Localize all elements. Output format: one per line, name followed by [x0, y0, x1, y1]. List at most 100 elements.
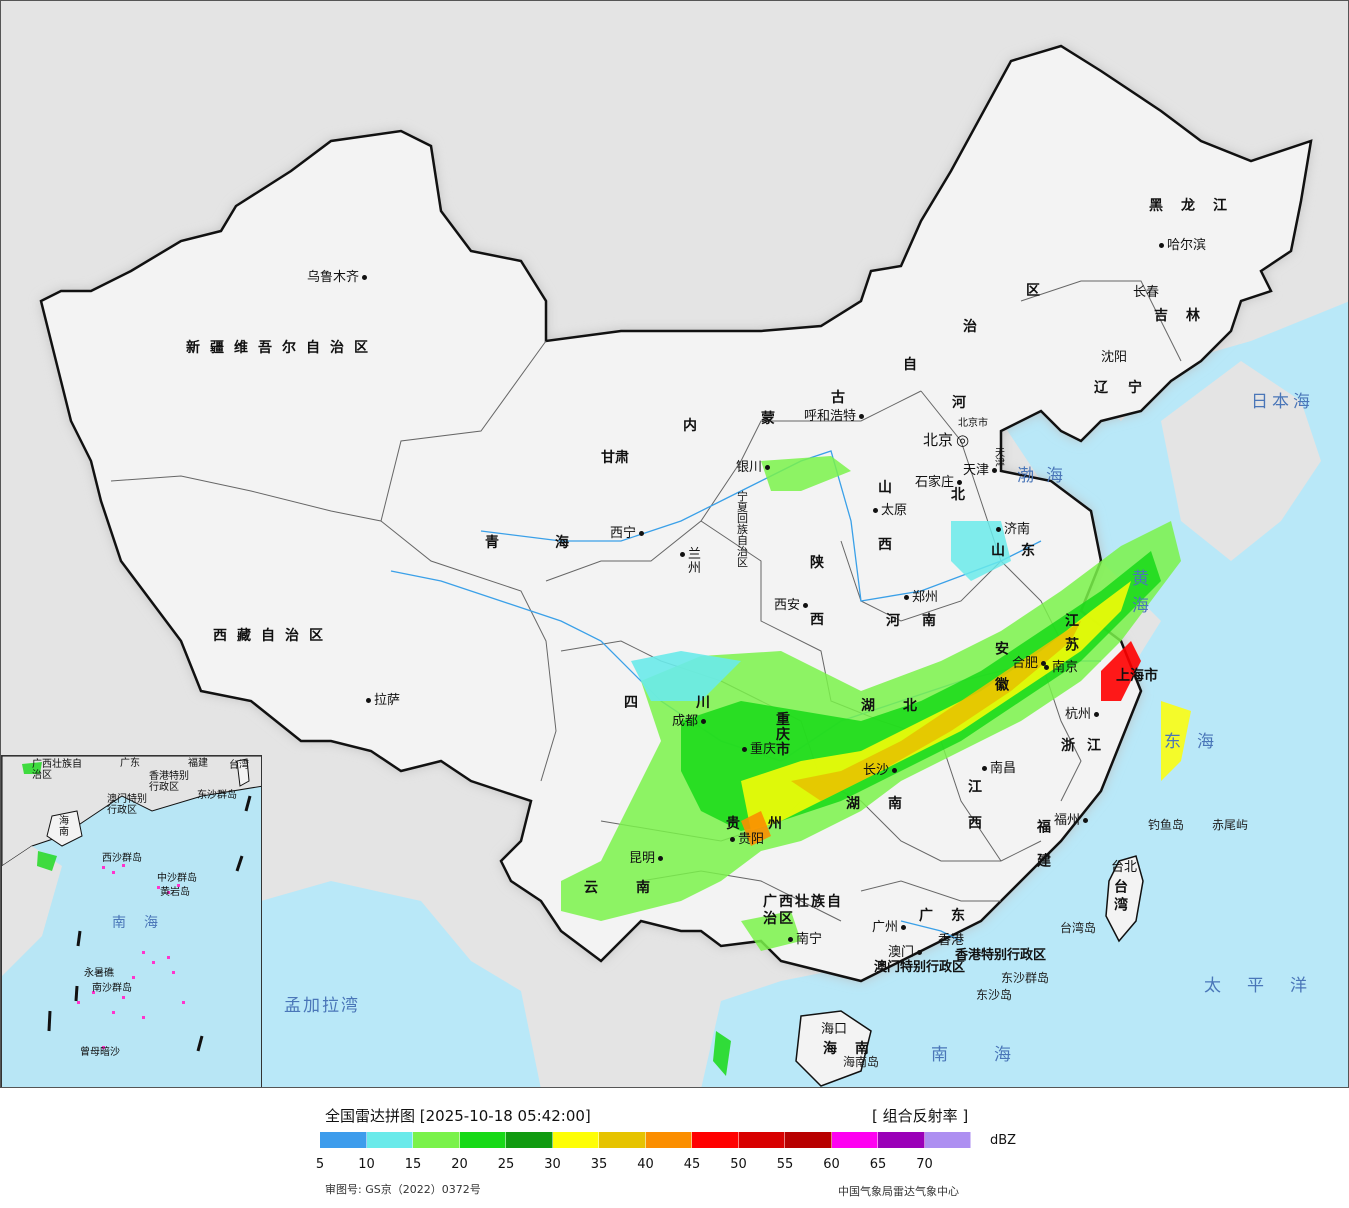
province-guangxi: 广西壮族自治区 [763, 894, 843, 927]
province-gansu: 甘肃 [601, 450, 629, 466]
province-hainan: 海南 [823, 1041, 887, 1057]
colorbar-tick-label: 55 [776, 1157, 794, 1172]
legend-unit: dBZ [990, 1133, 1017, 1148]
city-urumqi: 乌鲁木齐 [307, 271, 370, 284]
colorbar-cell [320, 1132, 367, 1148]
colorbar-cell [413, 1132, 460, 1148]
province-shaanxi-char-2: 西 [810, 612, 824, 628]
colorbar-cell [785, 1132, 832, 1148]
city-jinan: 济南 [993, 523, 1030, 536]
province-guizhou: 贵州 [726, 816, 810, 832]
inset-guangdong: 广东 [120, 758, 140, 769]
inset-fujian: 福建 [188, 758, 208, 769]
province-liaoning: 辽宁 [1094, 380, 1162, 396]
inset-zhongsha: 中沙群岛 [157, 873, 197, 884]
inset-nansha: 南沙群岛 [92, 983, 132, 994]
colorbar-tick-label: 50 [730, 1157, 747, 1172]
inset-hk: 香港特别行政区 [149, 771, 189, 793]
sea-south: 南海 [931, 1045, 1057, 1065]
sea-japan: 日本海 [1251, 392, 1314, 412]
city-hefei: 合肥 [1012, 657, 1049, 670]
province-neimenggu-char-1: 内 [683, 418, 697, 434]
colorbar-cell [692, 1132, 739, 1148]
province-neimenggu-char-2: 蒙 [761, 411, 775, 427]
inset-yongshu: 永暑礁 [84, 968, 114, 979]
radar-echoes [561, 456, 1191, 1076]
colorbar-tick-label: 45 [683, 1157, 701, 1172]
legend-product: [ 组合反射率 ] [872, 1107, 969, 1125]
province-sichuan: 四川 [624, 695, 768, 711]
city-chengdu: 成都 [672, 715, 709, 728]
colorbar-tick-label: 65 [869, 1157, 887, 1172]
legend-panel: 全国雷达拼图 [2025-10-18 05:42:00] [ 组合反射率 ] 5… [0, 1088, 1349, 1208]
colorbar [320, 1132, 971, 1148]
colorbar-tick-label: 70 [916, 1157, 933, 1172]
province-zhejiang: 浙江 [1061, 738, 1113, 754]
province-hubei: 湖北 [861, 698, 945, 714]
sea-bengal: 孟加拉湾 [284, 996, 360, 1016]
colorbar-cell [366, 1132, 413, 1148]
province-guangdong: 广东 [919, 908, 983, 924]
inset-zengmu: 曾母暗沙 [80, 1047, 120, 1058]
bay-of-bengal [261, 881, 541, 1087]
city-nanning: 南宁 [785, 933, 822, 946]
province-hk: 香港特别行政区 [955, 948, 1047, 963]
sea-east: 东海 [1164, 732, 1230, 752]
inset-macau: 澳门特别行政区 [107, 794, 147, 816]
colorbar-tick-label: 20 [451, 1157, 468, 1172]
city-guangzhou: 广州 [872, 921, 909, 934]
city-zhengzhou: 郑州 [901, 591, 938, 604]
sea-pacific: 太平洋 [1204, 976, 1333, 996]
colorbar-cell [831, 1132, 878, 1148]
city-macau: 澳门 [888, 946, 925, 959]
city-harbin: 哈尔滨 [1156, 239, 1206, 252]
colorbar-cell [599, 1132, 646, 1148]
city-beijing: 北京 ◎ [923, 431, 970, 449]
colorbar-tick-label: 30 [544, 1157, 561, 1172]
province-xinjiang: 新疆维吾尔自治区 [186, 340, 378, 356]
province-hebei-char-1: 河 [952, 395, 966, 411]
island-hainan: 海南岛 [843, 1055, 880, 1069]
province-shanghai: 上海市 [1116, 668, 1158, 684]
korea-japan-land [1161, 361, 1321, 561]
city-haikou: 海口 [821, 1022, 848, 1037]
province-anhui: 安徽 [993, 641, 1009, 713]
province-neimenggu-char-6: 区 [1026, 283, 1040, 299]
city-fuzhou: 福州 [1054, 814, 1091, 827]
island-dongsha: 东沙岛 [976, 988, 1013, 1002]
province-neimenggu-char-4: 自 [903, 357, 917, 373]
colorbar-tick-label: 40 [637, 1157, 654, 1172]
inset-hainan: 海南 [59, 816, 69, 838]
province-hunan: 湖南 [846, 796, 930, 812]
colorbar-tick-label: 15 [404, 1157, 422, 1172]
city-guiyang: 贵阳 [727, 833, 764, 846]
city-nanjing: 南京 [1041, 661, 1078, 674]
province-henan: 河南 [886, 613, 958, 629]
city-changsha: 长沙 [863, 764, 900, 777]
colorbar-cell [738, 1132, 785, 1148]
province-jiangsu: 江苏 [1063, 613, 1079, 661]
legend-title: 全国雷达拼图 [2025-10-18 05:42:00] [325, 1107, 591, 1125]
city-xining: 西宁 [610, 527, 647, 540]
island-diaoyu: 钓鱼岛 [1148, 818, 1185, 832]
radar-map: 新疆维吾尔自治区 西藏自治区 青海 甘肃 内 蒙 古 自 治 区 黑龙江 吉林 … [0, 0, 1349, 1088]
inset-xisha: 西沙群岛 [102, 853, 142, 864]
city-chongqing: 重庆 [739, 743, 776, 756]
inset-taiwan: 台湾 [229, 760, 249, 771]
city-taipei: 台北 [1111, 860, 1138, 875]
island-dongsha-islands: 东沙群岛 [1001, 971, 1050, 985]
province-jiangxi: 江西 [966, 779, 982, 851]
colorbar-cell [924, 1132, 971, 1148]
colorbar-cell [459, 1132, 506, 1148]
city-hangzhou: 杭州 [1065, 708, 1102, 721]
city-lanzhou: 兰州 [677, 548, 704, 576]
colorbar-tick-label: 25 [497, 1157, 515, 1172]
south-china-sea-inset: 广西壮族自治区 广东 福建 台湾 香港特别行政区 澳门特别行政区 东沙群岛 海南… [1, 755, 262, 1087]
city-lhasa: 拉萨 [363, 694, 400, 707]
city-shijiazhuang: 石家庄 [915, 476, 965, 489]
city-hohhot: 呼和浩特 [804, 410, 867, 423]
province-beijing-small: 北京市 [958, 418, 988, 429]
colorbar-tick-label: 10 [358, 1157, 375, 1172]
province-neimenggu-char-5: 治 [963, 319, 977, 335]
sea-yellow: 黄海 [1128, 569, 1148, 623]
